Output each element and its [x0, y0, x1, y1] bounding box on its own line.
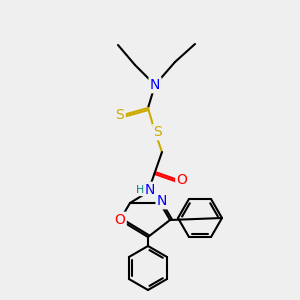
Text: N: N [157, 194, 167, 208]
Text: H: H [136, 185, 144, 195]
Text: N: N [150, 78, 160, 92]
Text: O: O [177, 173, 188, 187]
Text: S: S [116, 108, 124, 122]
Text: O: O [115, 213, 125, 227]
Text: S: S [154, 125, 162, 139]
Text: N: N [145, 183, 155, 197]
